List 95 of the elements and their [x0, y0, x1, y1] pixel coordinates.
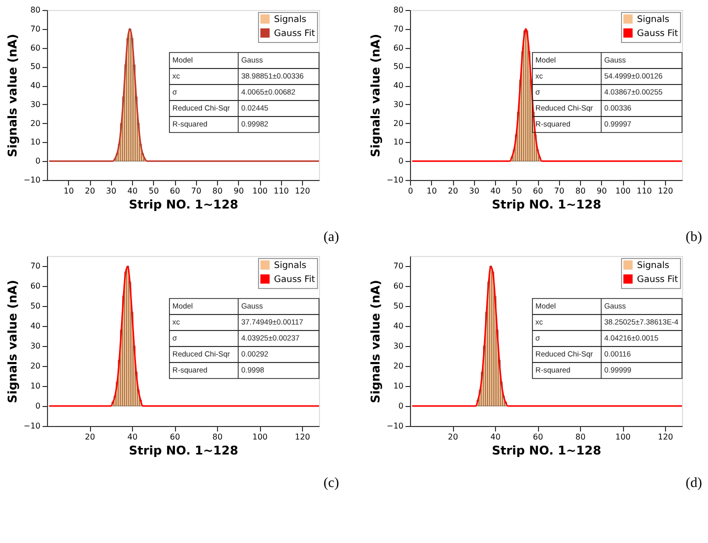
x-tick-label: 60 — [532, 186, 544, 196]
legend-label: Signals — [274, 15, 307, 25]
x-tick-label: 10 — [64, 186, 74, 196]
y-tick-label: 60 — [30, 282, 40, 290]
y-tick-label: 40 — [30, 81, 40, 90]
y-tick-label: 40 — [393, 81, 404, 90]
y-axis-title: Signals value (nA) — [6, 34, 20, 158]
y-tick-label: 0 — [398, 156, 404, 166]
x-tick-label: 120 — [294, 432, 310, 442]
y-tick-label: 50 — [30, 302, 40, 310]
y-tick-label: 70 — [393, 262, 404, 270]
x-tick-label: 120 — [294, 186, 310, 196]
y-tick-label: −10 — [386, 176, 404, 184]
text: (d) — [686, 476, 702, 491]
y-tick-label: 50 — [30, 62, 40, 72]
x-tick-label: 40 — [490, 432, 501, 442]
y-tick-label: 10 — [30, 138, 40, 147]
x-tick-label: 30 — [469, 186, 480, 196]
y-tick-label: 10 — [393, 138, 404, 147]
x-tick-label: 100 — [252, 432, 268, 442]
text: (c) — [323, 476, 340, 491]
x-tick-label: 40 — [127, 186, 138, 196]
y-tick-label: −10 — [386, 422, 404, 430]
x-tick-label: 50 — [148, 186, 159, 196]
x-tick-label: 30 — [106, 186, 116, 196]
x-tick-label: 80 — [575, 186, 586, 196]
x-tick-label: 70 — [554, 186, 564, 196]
y-tick-label: 0 — [35, 402, 40, 410]
x-tick-label: 40 — [490, 186, 501, 196]
y-tick-label: 70 — [30, 262, 40, 270]
y-axis-title: Signals value (nA) — [368, 280, 383, 404]
x-tick-label: 110 — [274, 186, 289, 196]
y-tick-label: 0 — [398, 402, 404, 410]
y-tick-label: 60 — [393, 43, 404, 52]
y-tick-label: 70 — [393, 24, 404, 34]
x-tick-label: 70 — [191, 186, 202, 196]
x-tick-label: 120 — [658, 186, 674, 196]
y-tick-label: 20 — [30, 118, 40, 128]
x-tick-label: 50 — [512, 186, 522, 196]
x-tick-label: 110 — [636, 186, 652, 196]
x-axis-title: Strip NO. 1~128 — [492, 198, 602, 212]
x-tick-label: 20 — [448, 186, 458, 196]
text: (b) — [686, 230, 702, 245]
x-tick-label: 90 — [596, 186, 607, 196]
x-tick-label: 80 — [212, 432, 223, 442]
y-tick-label: 20 — [30, 362, 40, 370]
x-tick-label: 90 — [234, 186, 244, 196]
x-tick-label: 100 — [615, 186, 631, 196]
legend-label: Gauss Fit — [637, 275, 678, 285]
text: (a) — [323, 230, 340, 245]
x-tick-label: 80 — [575, 432, 586, 442]
y-tick-label: 20 — [393, 118, 404, 128]
y-tick-label: 30 — [30, 342, 40, 350]
y-tick-label: −10 — [24, 422, 40, 430]
legend-label: Signals — [637, 261, 670, 271]
x-tick-label: 20 — [84, 432, 96, 442]
y-axis-title: Signals value (nA) — [368, 34, 383, 158]
y-tick-label: −10 — [24, 176, 40, 184]
x-axis-title: Strip NO. 1~128 — [128, 198, 238, 212]
legend-label: Signals — [637, 15, 670, 25]
y-tick-label: 40 — [393, 322, 404, 330]
x-tick-label: 120 — [658, 432, 674, 442]
x-tick-label: 40 — [127, 432, 138, 442]
y-tick-label: 0 — [35, 156, 40, 166]
y-tick-label: 70 — [30, 24, 40, 34]
x-tick-label: 0 — [408, 186, 414, 196]
legend-label: Gauss Fit — [274, 29, 316, 39]
y-tick-label: 20 — [393, 362, 404, 370]
x-axis-title: Strip NO. 1~128 — [128, 444, 238, 458]
y-tick-label: 30 — [393, 342, 404, 350]
y-tick-label: 10 — [30, 382, 40, 390]
legend-label: Gauss Fit — [637, 29, 678, 39]
y-axis-title: Signals value (nA) — [6, 280, 20, 404]
y-tick-label: 30 — [30, 100, 40, 109]
x-tick-label: 60 — [170, 186, 180, 196]
x-axis-title: Strip NO. 1~128 — [492, 444, 602, 458]
y-tick-label: 30 — [393, 100, 404, 109]
y-tick-label: 50 — [393, 302, 404, 310]
y-tick-label: 10 — [393, 382, 404, 390]
y-tick-label: 80 — [30, 6, 40, 14]
x-tick-label: 10 — [426, 186, 437, 196]
x-tick-label: 80 — [212, 186, 223, 196]
legend-label: Signals — [274, 261, 307, 271]
y-tick-label: 40 — [30, 322, 40, 330]
x-tick-label: 100 — [252, 186, 268, 196]
y-tick-label: 60 — [393, 282, 404, 290]
y-tick-label: 60 — [30, 43, 40, 52]
x-tick-label: 60 — [170, 432, 180, 442]
legend-label: Gauss Fit — [274, 275, 316, 285]
x-tick-label: 100 — [615, 432, 631, 442]
y-tick-label: 50 — [393, 62, 404, 72]
y-tick-label: 80 — [393, 6, 404, 14]
x-tick-label: 20 — [84, 186, 96, 196]
x-tick-label: 60 — [532, 432, 544, 442]
x-tick-label: 20 — [448, 432, 458, 442]
